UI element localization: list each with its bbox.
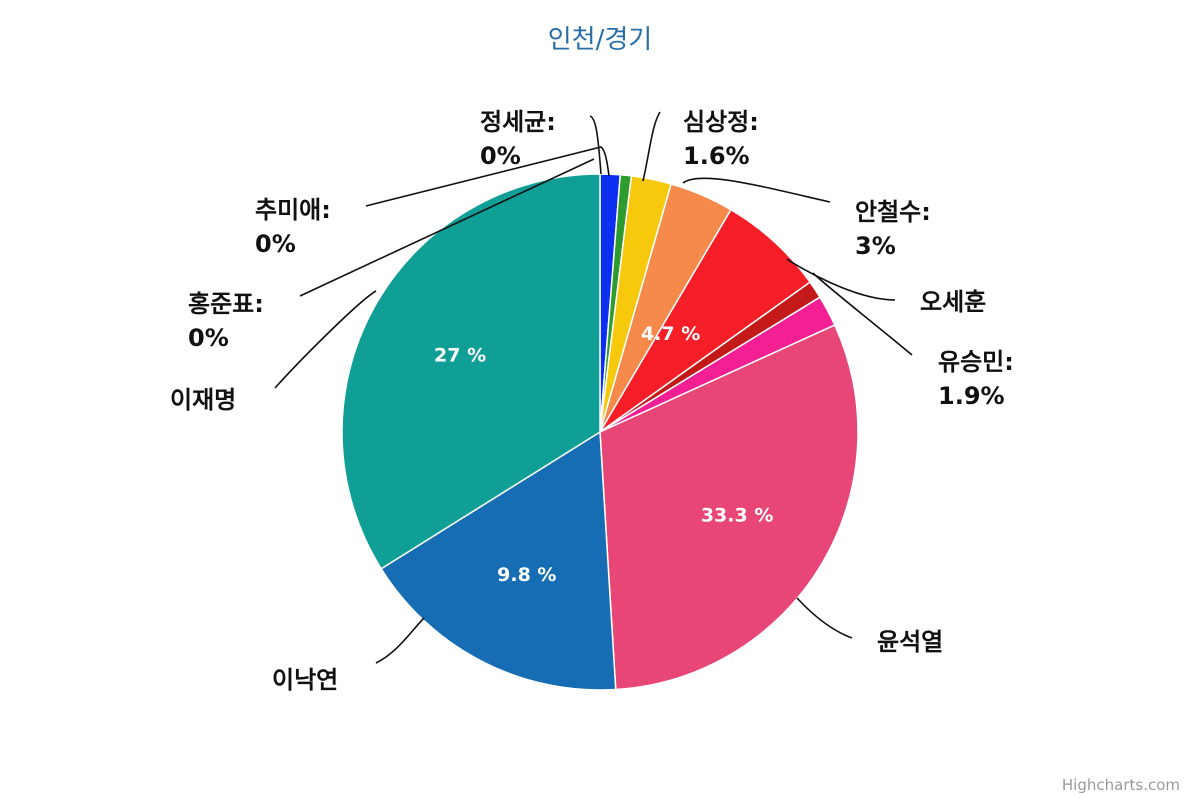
data-label-0: 정세균: <box>480 108 556 136</box>
connector-6 <box>812 272 913 356</box>
connector-0 <box>589 115 602 175</box>
data-label-6: 유승민: <box>938 348 1014 376</box>
data-label-value-6: 1.9% <box>938 382 1005 410</box>
data-label-5: 오세훈 <box>920 288 986 316</box>
inner-data-label-4: 4.7 % <box>641 323 700 345</box>
pie-slice-7[interactable] <box>599 324 859 691</box>
pie-slice-4[interactable] <box>599 208 812 433</box>
data-label-value-2: 1.6% <box>683 142 750 170</box>
chart-credit[interactable]: Highcharts.com <box>1062 776 1180 794</box>
data-label-value-0: 0% <box>480 142 521 170</box>
label-connectors <box>274 111 913 664</box>
connector-2 <box>642 111 661 182</box>
data-label-value-1: 0% <box>255 230 296 258</box>
data-label-2: 심상정: <box>683 108 759 136</box>
data-label-3: 안철수: <box>855 198 931 226</box>
data-label-10: 홍준표: <box>188 290 264 318</box>
connector-1 <box>365 146 610 207</box>
inner-data-label-9: 27 % <box>434 344 486 366</box>
connector-8 <box>375 617 425 664</box>
pie-slices <box>341 173 859 691</box>
connector-9 <box>274 290 377 389</box>
data-label-1: 추미애: <box>255 196 331 224</box>
connector-3 <box>682 177 831 203</box>
inner-data-label-7: 33.3 % <box>701 504 774 526</box>
data-label-value-3: 3% <box>855 232 896 260</box>
data-label-9: 이재명 <box>170 386 236 414</box>
data-label-8: 이낙연 <box>272 666 338 694</box>
chart-title: 인천/경기 <box>548 25 652 55</box>
connector-5 <box>786 258 896 301</box>
pie-slice-8[interactable] <box>380 430 617 691</box>
data-label-value-10: 0% <box>188 324 229 352</box>
pie-slice-9[interactable] <box>341 173 601 570</box>
connector-10 <box>299 158 595 297</box>
data-label-7: 윤석열 <box>877 628 943 656</box>
connector-7 <box>796 597 853 639</box>
inner-data-label-8: 9.8 % <box>497 564 556 586</box>
